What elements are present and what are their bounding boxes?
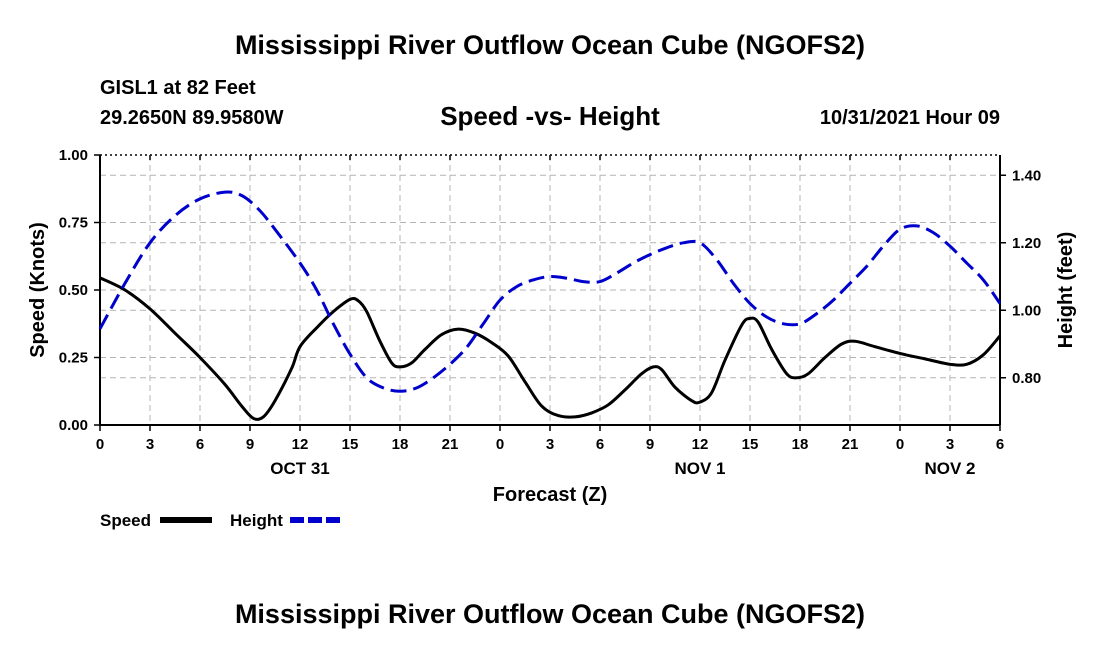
station-coordinates: 29.2650N 89.9580W (100, 107, 284, 129)
chart-subtitle: Speed -vs- Height (440, 101, 660, 131)
x-tick-label: 6 (196, 436, 204, 453)
y-left-axis-label: Speed (Knots) (27, 222, 49, 358)
x-tick-label: 18 (792, 436, 809, 453)
x-tick-label: 9 (246, 436, 254, 453)
x-tick-label: 3 (146, 436, 154, 453)
y-left-tick-label: 1.00 (59, 147, 88, 164)
x-tick-label: 18 (392, 436, 409, 453)
y-right-tick-label: 1.40 (1012, 167, 1041, 184)
x-tick-label: 15 (742, 436, 759, 453)
y-left-tick-label: 0.25 (59, 350, 88, 367)
speed-series-line (99, 276, 1002, 421)
y-right-tick-label: 0.80 (1012, 370, 1041, 387)
x-tick-label: 9 (646, 436, 654, 453)
y-right-axis-label: Height (feet) (1055, 232, 1077, 349)
x-tick-label: 12 (292, 436, 309, 453)
legend-speed-label: Speed (100, 511, 151, 530)
x-tick-label: 6 (996, 436, 1004, 453)
x-tick-label: 3 (946, 436, 954, 453)
legend-height-label: Height (230, 511, 283, 530)
x-tick-label: 12 (692, 436, 709, 453)
bottom-title: Mississippi River Outflow Ocean Cube (NG… (234, 599, 866, 629)
x-tick-label: 3 (546, 436, 554, 453)
x-axis-label: Forecast (Z) (493, 484, 607, 506)
forecast-datetime: 10/31/2021 Hour 09 (819, 107, 1000, 129)
x-tick-label: 15 (342, 436, 359, 453)
date-label: OCT 31 (270, 459, 330, 478)
x-tick-label: 6 (596, 436, 604, 453)
x-tick-label: 21 (442, 436, 459, 453)
y-left-tick-label: 0.50 (59, 282, 88, 299)
main-title: Mississippi River Outflow Ocean Cube (NG… (234, 30, 866, 60)
date-label: NOV 2 (924, 459, 975, 478)
height-series-line (98, 190, 1002, 393)
y-left-tick-label: 0.75 (59, 215, 88, 232)
x-tick-label: 21 (842, 436, 859, 453)
x-tick-label: 0 (496, 436, 504, 453)
date-label: NOV 1 (674, 459, 725, 478)
x-tick-label: 0 (96, 436, 104, 453)
station-label: GISL1 at 82 Feet (100, 77, 256, 99)
y-right-tick-label: 1.20 (1012, 235, 1041, 252)
x-tick-label: 0 (896, 436, 904, 453)
y-left-tick-label: 0.00 (59, 417, 88, 434)
y-right-tick-label: 1.00 (1012, 302, 1041, 319)
